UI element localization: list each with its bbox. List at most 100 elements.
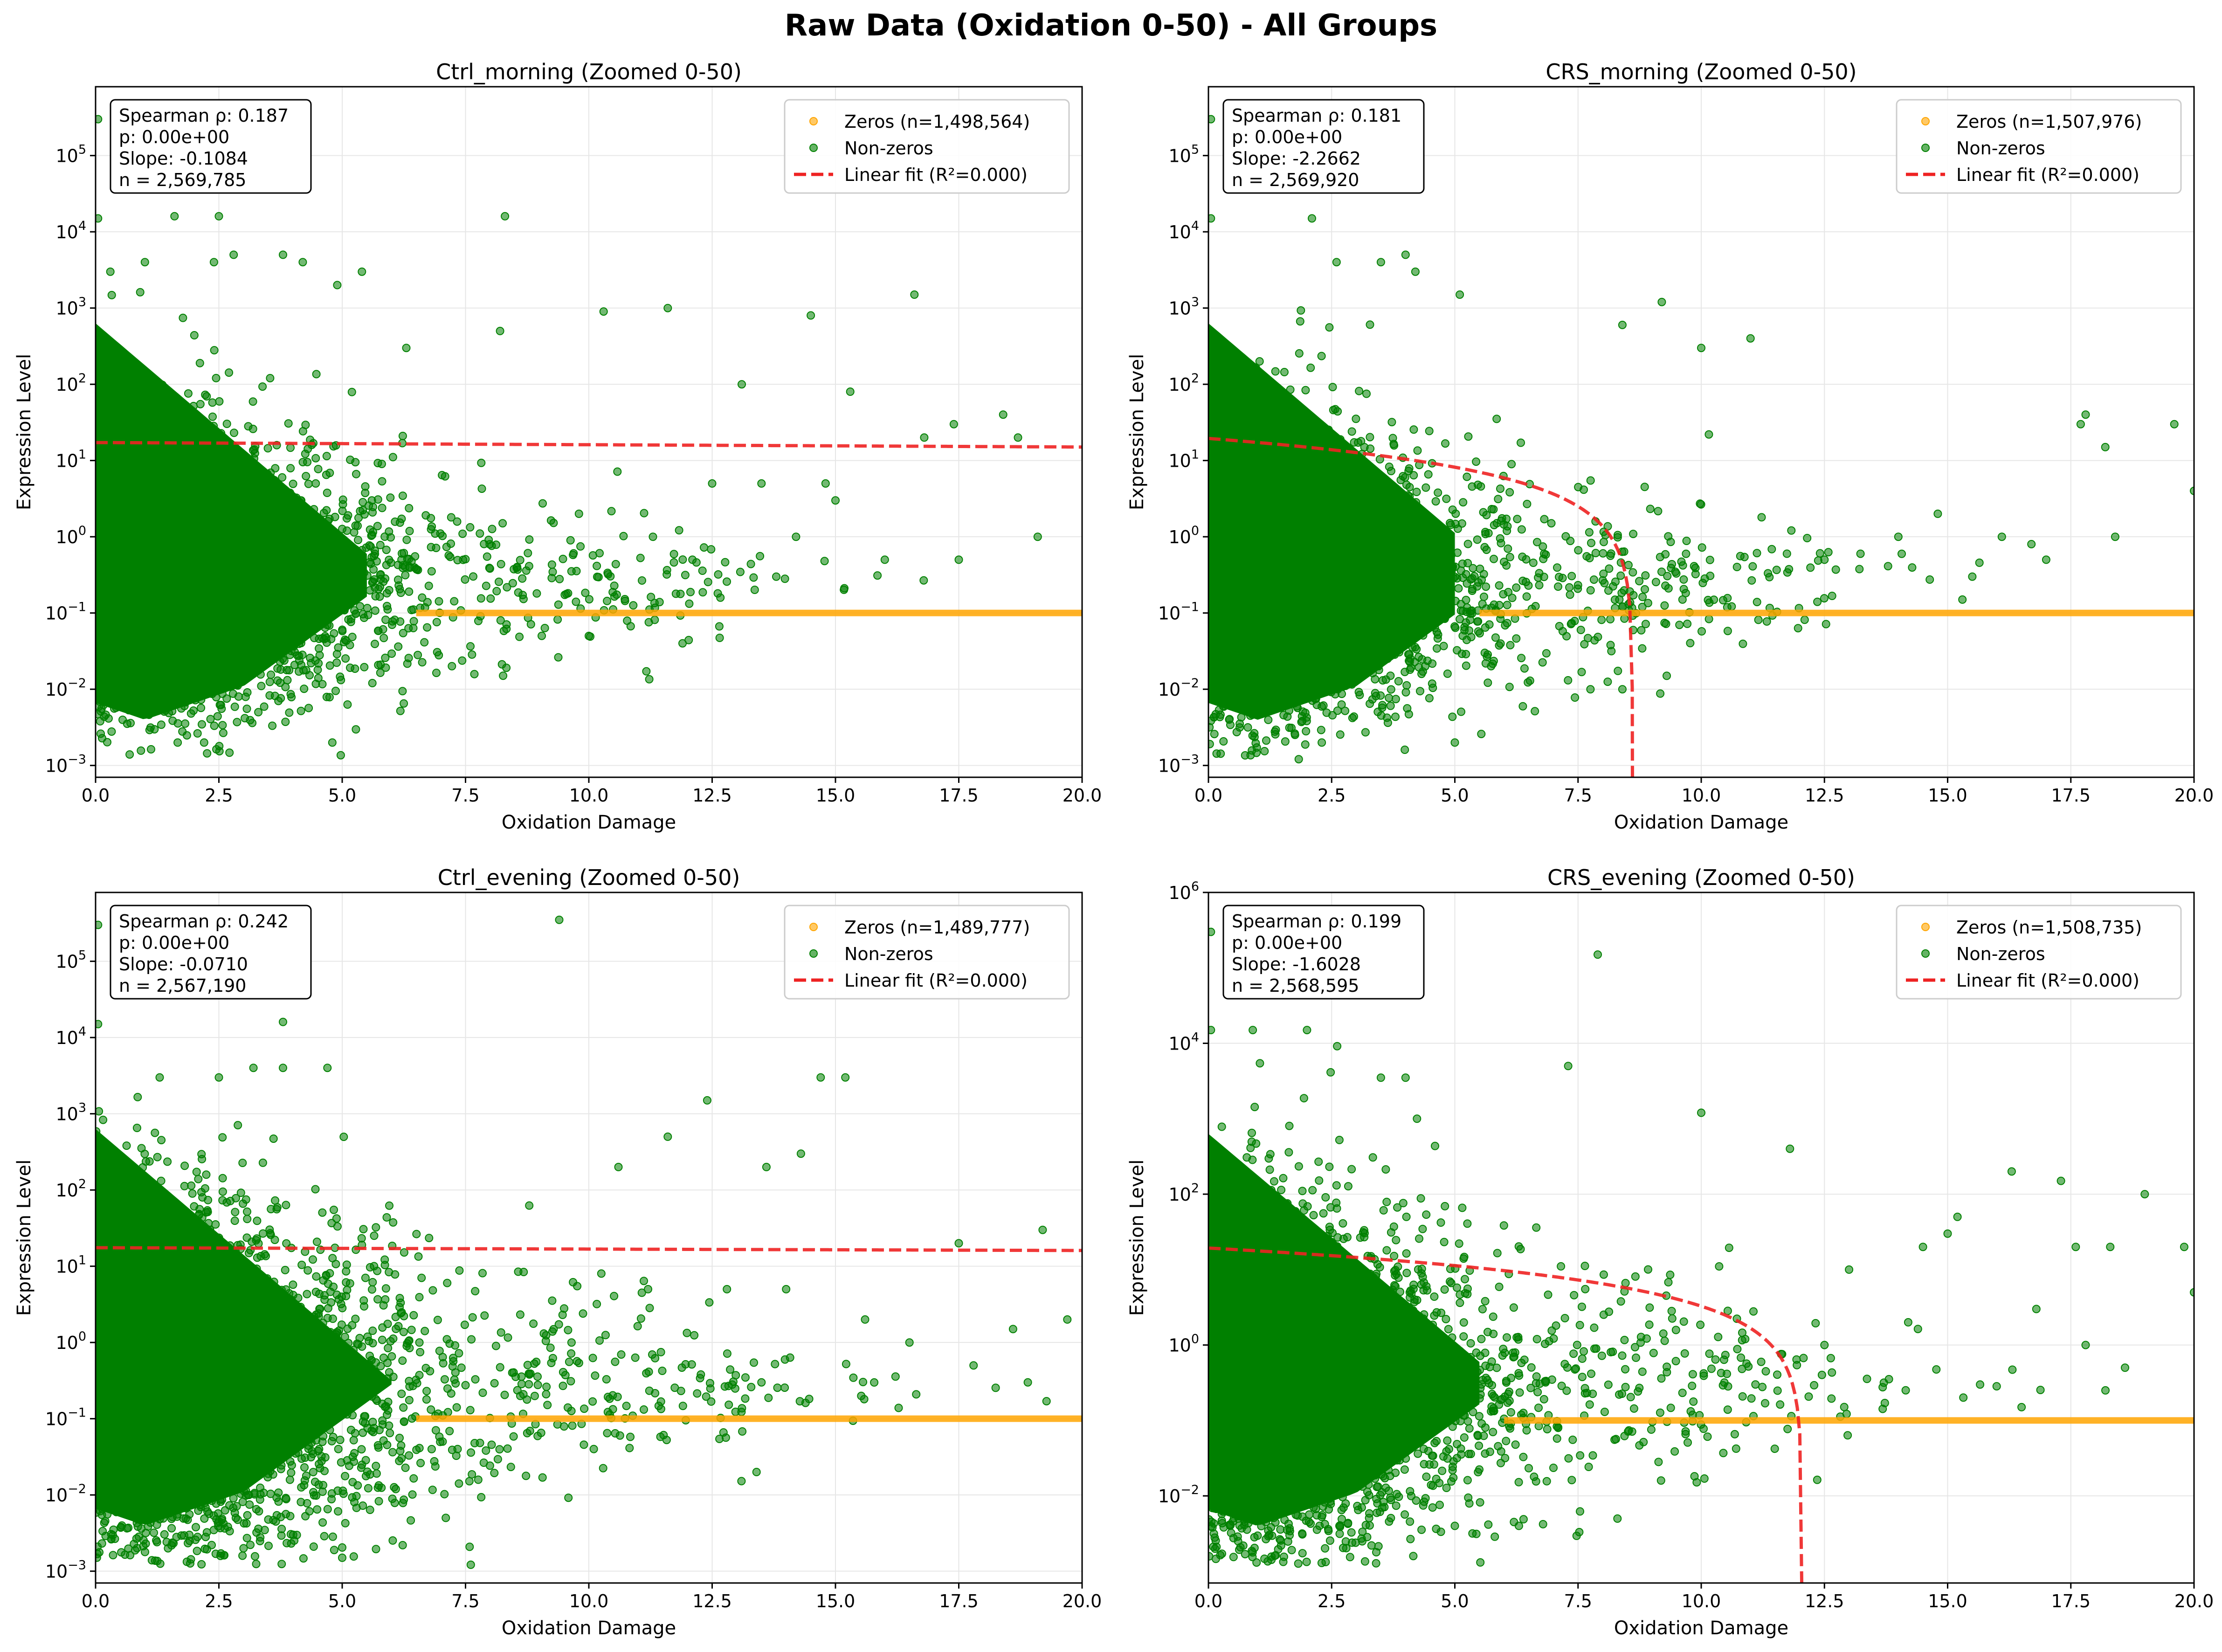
point-nonzero [105, 455, 114, 463]
point-nonzero [910, 290, 919, 299]
point-nonzero [156, 697, 165, 705]
point-nonzero [1425, 427, 1434, 435]
point-nonzero [154, 565, 163, 574]
point-nonzero [1378, 611, 1386, 620]
point-nonzero [233, 680, 241, 689]
point-nonzero [1423, 657, 1432, 665]
point-nonzero [1464, 432, 1473, 441]
point-nonzero [1371, 675, 1380, 684]
point-nonzero [204, 455, 213, 463]
point-nonzero [303, 573, 311, 581]
point-nonzero [382, 546, 391, 554]
point-nonzero [1416, 586, 1425, 594]
point-nonzero [267, 670, 276, 679]
point-nonzero [211, 582, 220, 591]
point-nonzero [1432, 592, 1440, 601]
point-nonzero [121, 469, 130, 477]
point-nonzero [1278, 457, 1287, 465]
point-nonzero [320, 612, 329, 621]
point-nonzero [325, 661, 334, 670]
point-nonzero [305, 626, 314, 635]
point-nonzero [1472, 457, 1481, 466]
point-nonzero [1405, 538, 1414, 546]
point-nonzero [1517, 525, 1526, 534]
point-nonzero [107, 572, 116, 581]
point-nonzero [209, 596, 218, 604]
point-nonzero [1629, 530, 1638, 539]
point-nonzero [1704, 615, 1713, 623]
point-nonzero [669, 550, 678, 559]
point-nonzero [212, 373, 221, 382]
point-nonzero [215, 747, 224, 756]
point-nonzero [820, 557, 829, 566]
point-nonzero [231, 576, 240, 585]
point-nonzero [313, 665, 322, 674]
point-nonzero [124, 706, 133, 715]
point-nonzero [225, 663, 233, 671]
point-nonzero [103, 687, 111, 696]
point-nonzero [540, 624, 549, 632]
point-nonzero [1682, 537, 1691, 545]
point-nonzero [1296, 317, 1304, 326]
point-nonzero [518, 574, 527, 583]
y-tick-label: 101 [55, 448, 86, 471]
point-nonzero [173, 719, 182, 728]
point-nonzero [319, 509, 328, 518]
point-nonzero [678, 639, 687, 648]
point-nonzero [159, 596, 167, 605]
point-nonzero [1599, 549, 1608, 558]
point-nonzero [1517, 438, 1525, 447]
point-nonzero [170, 212, 179, 221]
point-nonzero [196, 682, 205, 691]
point-nonzero [715, 622, 724, 631]
point-nonzero [1410, 528, 1419, 537]
point-nonzero [101, 608, 110, 617]
point-nonzero [160, 707, 169, 716]
point-nonzero [223, 570, 232, 579]
point-nonzero [378, 477, 386, 486]
point-nonzero [321, 536, 330, 545]
point-nonzero [476, 594, 485, 603]
point-nonzero [418, 593, 427, 602]
point-nonzero [272, 627, 281, 636]
point-nonzero [120, 651, 129, 660]
point-nonzero [608, 588, 617, 596]
point-nonzero [246, 474, 255, 483]
point-nonzero [1235, 511, 1243, 520]
point-nonzero [549, 518, 558, 527]
point-nonzero [290, 648, 299, 657]
point-nonzero [239, 455, 248, 463]
point-nonzero [414, 650, 422, 659]
point-nonzero [121, 580, 130, 588]
point-nonzero [165, 643, 173, 651]
point-nonzero [225, 748, 234, 757]
point-nonzero [312, 370, 321, 379]
point-nonzero [298, 581, 307, 590]
point-nonzero [185, 650, 193, 659]
point-nonzero [385, 527, 393, 536]
point-nonzero [409, 617, 418, 626]
point-nonzero [1352, 498, 1361, 506]
point-nonzero [169, 536, 178, 545]
point-nonzero [1732, 563, 1741, 571]
point-nonzero [311, 479, 320, 488]
point-nonzero [640, 509, 649, 518]
point-nonzero [188, 496, 197, 505]
point-nonzero [1305, 675, 1314, 684]
point-nonzero [1416, 687, 1424, 696]
point-nonzero [585, 631, 593, 640]
point-nonzero [216, 676, 225, 685]
point-nonzero [1283, 712, 1292, 721]
point-nonzero [595, 549, 604, 558]
point-nonzero [125, 614, 134, 622]
point-nonzero [1268, 479, 1277, 488]
point-nonzero [181, 417, 190, 426]
point-nonzero [333, 560, 341, 569]
point-nonzero [1576, 626, 1585, 634]
point-nonzero [324, 551, 333, 559]
point-nonzero [199, 574, 207, 582]
point-nonzero [119, 627, 128, 636]
point-nonzero [1584, 634, 1592, 643]
point-nonzero [581, 588, 590, 597]
point-nonzero [1477, 575, 1486, 584]
